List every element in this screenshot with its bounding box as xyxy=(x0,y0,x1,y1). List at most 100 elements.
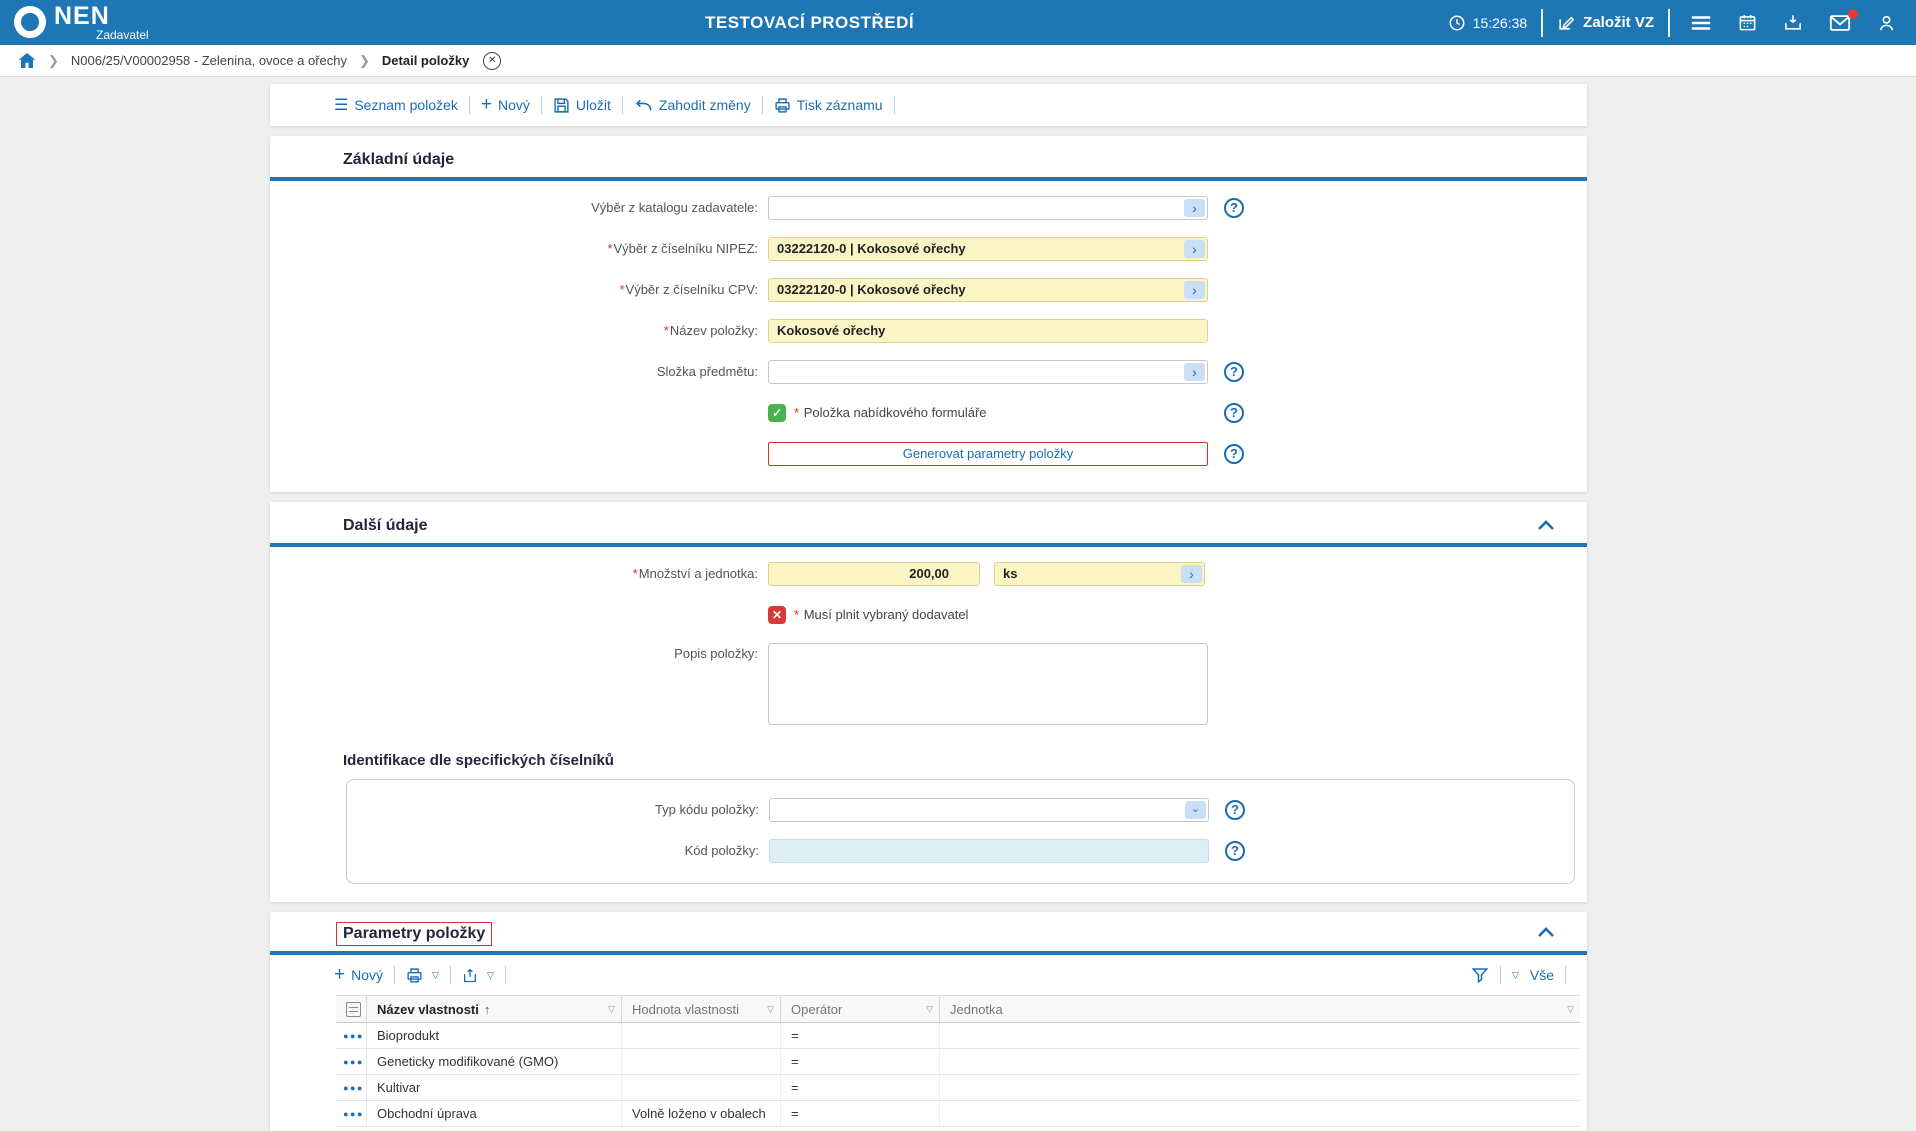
messages-button[interactable] xyxy=(1823,8,1858,32)
unit-input[interactable]: ks › xyxy=(994,561,1205,586)
print-grid-button[interactable]: ▽ xyxy=(406,967,439,984)
toolbar-separator xyxy=(468,96,470,114)
subject-folder-input[interactable]: › xyxy=(768,359,1208,384)
picker-chevron-icon[interactable]: › xyxy=(1184,362,1205,381)
picker-chevron-icon[interactable]: › xyxy=(1184,198,1205,217)
app-header: NEN Zadavatel TESTOVACÍ PROSTŘEDÍ 15:26:… xyxy=(0,0,1916,45)
export-grid-button[interactable]: ▽ xyxy=(462,967,494,984)
selected-supplier-checkbox[interactable]: ✕ xyxy=(768,605,786,624)
new-button[interactable]: + Nový xyxy=(480,94,530,115)
dropdown-chevron-icon[interactable]: ⌄ xyxy=(1185,800,1206,819)
nen-logo-icon xyxy=(10,2,50,42)
nen-logo[interactable]: NEN Zadavatel xyxy=(10,2,149,42)
column-settings-icon[interactable] xyxy=(336,996,367,1022)
cell-name: Kultivar xyxy=(367,1075,622,1100)
dropdown-triangle-icon: ▽ xyxy=(1511,969,1519,980)
code-type-label: Typ kódu položky: xyxy=(654,802,759,817)
item-code-label: Kód položky: xyxy=(684,843,759,858)
nipez-input[interactable]: 03222120-0 | Kokosové ořechy › xyxy=(768,236,1208,261)
table-row[interactable]: ●●● Obchodní úprava Volně loženo v obalech… xyxy=(336,1101,1580,1127)
offer-form-checkbox[interactable]: ✓ xyxy=(768,403,786,422)
cell-operator: = xyxy=(781,1101,940,1126)
discard-changes-button[interactable]: Zahodit změny xyxy=(634,97,751,113)
column-filter-icon[interactable]: ▽ xyxy=(926,1003,933,1014)
filter-funnel-icon[interactable] xyxy=(1471,966,1489,984)
picker-chevron-icon[interactable]: › xyxy=(1184,280,1205,299)
quantity-label: *Množství a jednotka: xyxy=(632,566,758,581)
cell-name: Bioprodukt xyxy=(367,1023,622,1048)
clock-icon xyxy=(1448,14,1466,32)
collapse-chevron-icon[interactable] xyxy=(1537,927,1555,938)
code-type-select[interactable]: ⌄ xyxy=(769,797,1209,822)
row-menu-icon[interactable]: ●●● xyxy=(336,1075,367,1100)
environment-title: TESTOVACÍ PROSTŘEDÍ xyxy=(705,13,915,32)
new-tender-button[interactable]: Založit VZ xyxy=(1557,13,1654,32)
identification-box: Typ kódu položky: ⌄ ? Kód položky: ? xyxy=(346,779,1575,884)
user-icon xyxy=(1877,13,1896,33)
catalog-input[interactable]: › xyxy=(768,195,1208,220)
dropdown-triangle-icon: ▽ xyxy=(486,969,494,980)
chevron-right-icon: ❯ xyxy=(48,52,59,68)
picker-chevron-icon[interactable]: › xyxy=(1184,239,1205,258)
description-textarea[interactable] xyxy=(768,643,1208,725)
column-filter-icon[interactable]: ▽ xyxy=(767,1003,774,1014)
column-header-name[interactable]: Název vlastnosti ↑ ▽ xyxy=(367,996,622,1022)
brand-name: NEN xyxy=(54,2,110,30)
header-separator xyxy=(1668,8,1670,37)
column-header-unit[interactable]: Jednotka ▽ xyxy=(950,1001,1574,1017)
printer-icon xyxy=(406,967,423,984)
unread-badge xyxy=(1848,8,1858,19)
mail-icon xyxy=(1829,14,1851,32)
column-header-operator[interactable]: Operátor ▽ xyxy=(781,996,940,1022)
table-row[interactable]: ●●● Geneticky modifikované (GMO) = xyxy=(336,1049,1580,1075)
section-basic-info: Základní údaje Výběr z katalogu zadavate… xyxy=(270,136,1587,492)
column-header-value[interactable]: Hodnota vlastnosti ▽ xyxy=(622,996,781,1022)
cell-unit xyxy=(940,1075,1580,1100)
dropdown-triangle-icon: ▽ xyxy=(432,969,439,980)
cell-unit xyxy=(940,1049,1580,1074)
column-filter-icon[interactable]: ▽ xyxy=(1567,1003,1574,1014)
toolbar-separator xyxy=(394,966,396,984)
user-button[interactable] xyxy=(1871,13,1902,33)
calendar-button[interactable] xyxy=(1732,13,1763,32)
collapse-chevron-icon[interactable] xyxy=(1537,520,1555,531)
menu-button[interactable] xyxy=(1684,14,1718,32)
column-filter-icon[interactable]: ▽ xyxy=(608,1003,615,1014)
toolbar-separator xyxy=(1499,966,1501,984)
row-menu-icon[interactable]: ●●● xyxy=(336,1049,367,1074)
help-icon[interactable]: ? xyxy=(1225,840,1245,861)
save-button[interactable]: Uložit xyxy=(553,97,611,114)
picker-chevron-icon[interactable]: › xyxy=(1181,564,1202,583)
item-code-input[interactable] xyxy=(769,838,1209,863)
cell-operator: = xyxy=(781,1049,940,1074)
help-icon[interactable]: ? xyxy=(1224,361,1244,382)
help-icon[interactable]: ? xyxy=(1224,443,1244,464)
breadcrumb-current: Detail položky xyxy=(381,53,470,68)
new-parameter-button[interactable]: + Nový xyxy=(334,964,384,985)
table-row[interactable]: ●●● Bioprodukt = xyxy=(336,1023,1580,1049)
section-title: Parametry položky xyxy=(336,922,493,946)
parameters-table: Název vlastnosti ↑ ▽ Hodnota vlastnosti … xyxy=(336,995,1580,1127)
section-details: Další údaje *Množství a jednotka: 200,00… xyxy=(270,502,1587,902)
cpv-input[interactable]: 03222120-0 | Kokosové ořechy › xyxy=(768,277,1208,302)
toolbar-separator xyxy=(761,96,763,114)
breadcrumb-item[interactable]: N006/25/V00002958 - Zelenina, ovoce a oř… xyxy=(70,53,347,68)
help-icon[interactable]: ? xyxy=(1224,402,1244,423)
breadcrumb: ❯ N006/25/V00002958 - Zelenina, ovoce a … xyxy=(0,45,1916,77)
item-name-input[interactable]: Kokosové ořechy xyxy=(768,318,1208,343)
home-icon[interactable] xyxy=(18,52,36,69)
filter-all-button[interactable]: ▽ Vše xyxy=(1511,967,1554,983)
cell-name: Obchodní úprava xyxy=(367,1101,622,1126)
help-icon[interactable]: ? xyxy=(1224,197,1244,218)
downloads-button[interactable] xyxy=(1777,13,1809,32)
description-label: Popis položky: xyxy=(674,646,758,661)
row-menu-icon[interactable]: ●●● xyxy=(336,1101,367,1126)
row-menu-icon[interactable]: ●●● xyxy=(336,1023,367,1048)
quantity-input[interactable]: 200,00 xyxy=(768,561,980,586)
print-record-button[interactable]: Tisk záznamu xyxy=(774,97,883,114)
item-list-button[interactable]: ☰ Seznam položek xyxy=(334,97,458,114)
generate-parameters-button[interactable]: Generovat parametry položky xyxy=(768,441,1208,466)
table-row[interactable]: ●●● Kultivar = xyxy=(336,1075,1580,1101)
close-icon[interactable]: ✕ xyxy=(483,51,502,70)
help-icon[interactable]: ? xyxy=(1225,799,1245,820)
